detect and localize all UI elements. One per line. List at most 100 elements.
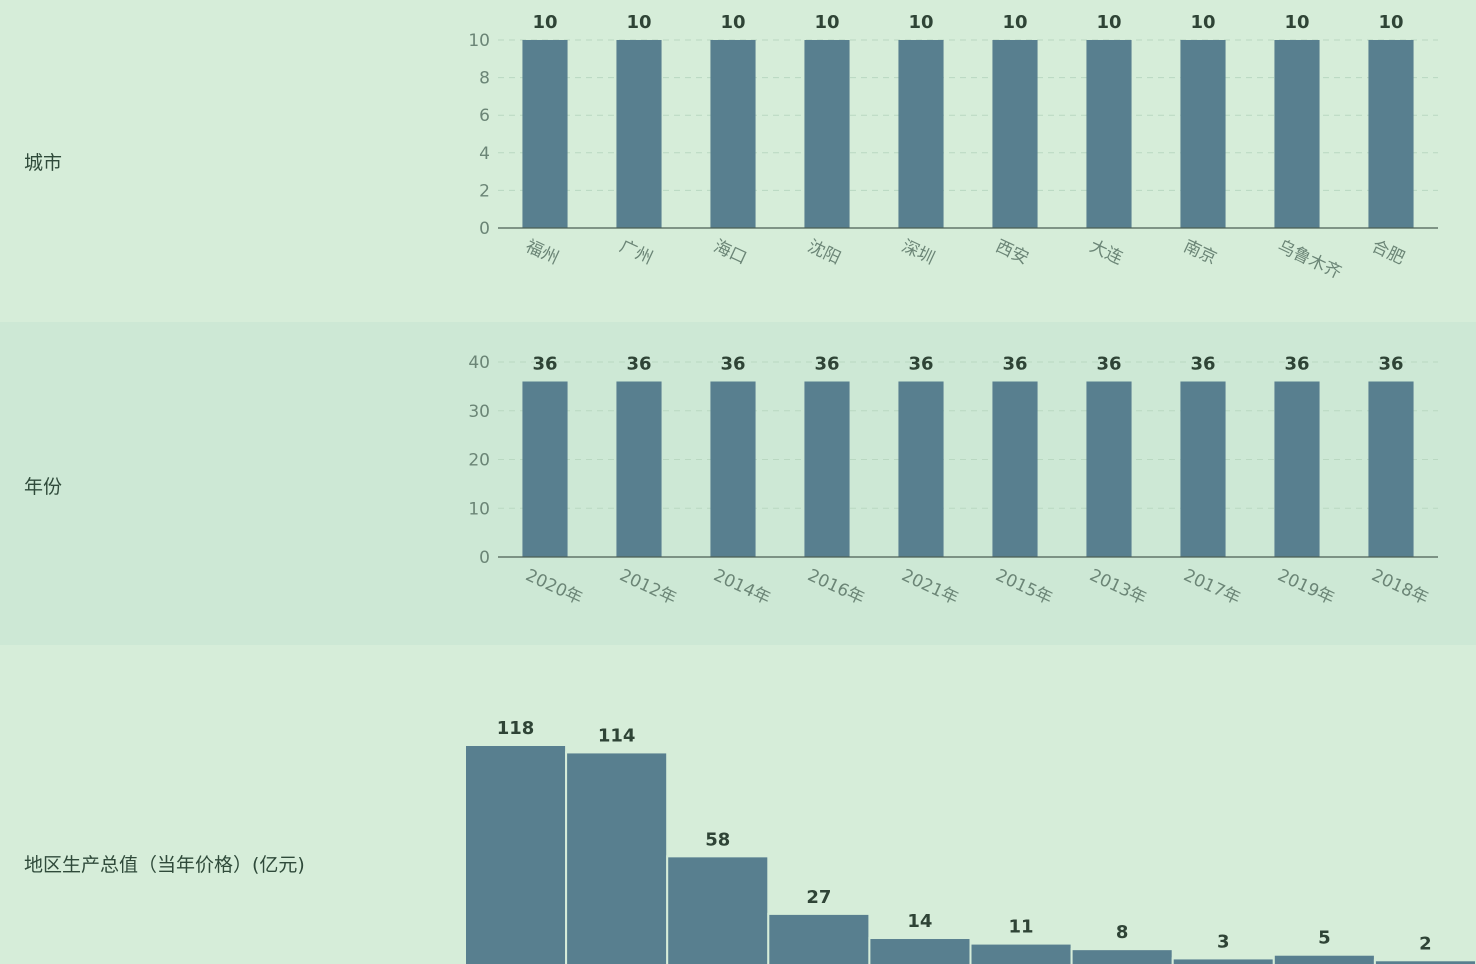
data-label: 58 xyxy=(705,829,730,850)
y-tick-label: 10 xyxy=(468,499,490,519)
bar xyxy=(616,40,662,228)
x-tick-label: 2012年 xyxy=(616,565,679,609)
x-tick-label: 南京 xyxy=(1180,236,1219,268)
data-label: 10 xyxy=(908,12,933,33)
x-tick-label: 2019年 xyxy=(1274,565,1337,609)
y-tick-label: 20 xyxy=(468,451,490,471)
x-tick-label: 2020年 xyxy=(522,565,585,609)
bar xyxy=(898,40,944,228)
bar xyxy=(710,381,756,557)
x-tick-label: 福州 xyxy=(522,236,561,268)
histogram-bar xyxy=(1070,948,1174,964)
data-label: 27 xyxy=(806,887,831,908)
data-label: 36 xyxy=(1284,354,1309,375)
x-tick-label: 沈阳 xyxy=(804,236,843,268)
bar xyxy=(1368,40,1414,228)
bar xyxy=(992,381,1038,557)
data-label: 36 xyxy=(1378,354,1403,375)
row-city: 城市 0 2 4 6 8 10 10 福州 10 广州 10 海口 10 沈阳 10 深圳 10 西安 10 大连 10… xyxy=(0,0,1476,322)
x-tick-label: 西安 xyxy=(992,236,1031,268)
data-label: 10 xyxy=(626,12,651,33)
bar xyxy=(1086,381,1132,557)
bar xyxy=(1180,381,1226,557)
data-label: 36 xyxy=(532,354,557,375)
x-tick-label: 2013年 xyxy=(1086,565,1149,609)
data-label: 118 xyxy=(497,718,535,739)
data-label: 10 xyxy=(814,12,839,33)
histogram-bar xyxy=(666,855,770,964)
data-label: 36 xyxy=(814,354,839,375)
y-tick-label: 0 xyxy=(479,219,490,239)
x-tick-label: 广州 xyxy=(616,236,655,268)
data-label: 36 xyxy=(1002,354,1027,375)
bar xyxy=(898,381,944,557)
histogram-bar xyxy=(1272,953,1376,964)
bar xyxy=(804,381,850,557)
y-tick-label: 2 xyxy=(479,181,490,201)
x-tick-label: 海口 xyxy=(710,236,749,268)
data-label: 36 xyxy=(720,354,745,375)
x-tick-label: 2017年 xyxy=(1180,565,1243,609)
bar xyxy=(992,40,1038,228)
data-label: 8 xyxy=(1116,922,1129,943)
data-label: 36 xyxy=(626,354,651,375)
x-tick-label: 2015年 xyxy=(992,565,1055,609)
bar xyxy=(1274,381,1320,557)
x-tick-label: 乌鲁木齐 xyxy=(1274,236,1344,283)
row-label-city: 城市 xyxy=(24,152,63,174)
data-label: 11 xyxy=(1009,917,1034,938)
data-label: 10 xyxy=(1190,12,1215,33)
bar xyxy=(710,40,756,228)
data-label: 14 xyxy=(907,911,932,932)
y-tick-label: 8 xyxy=(479,69,490,89)
x-tick-label: 大连 xyxy=(1086,236,1125,268)
data-label: 10 xyxy=(1284,12,1309,33)
row-gdp: 地区生产总值（当年价格）(亿元) 118 114 58 27 14 11 8 3 5 2 xyxy=(0,645,1476,964)
x-tick-label: 2016年 xyxy=(804,565,867,609)
y-tick-label: 4 xyxy=(479,144,490,164)
histogram-bar xyxy=(1373,959,1476,964)
histogram-bar xyxy=(565,751,669,964)
data-label: 10 xyxy=(1096,12,1121,33)
histogram-bar xyxy=(868,937,972,964)
x-tick-label: 2014年 xyxy=(710,565,773,609)
row-label-gdp: 地区生产总值（当年价格）(亿元) xyxy=(24,854,305,876)
data-label: 10 xyxy=(532,12,557,33)
y-tick-label: 40 xyxy=(468,353,490,373)
bar xyxy=(1368,381,1414,557)
x-tick-label: 深圳 xyxy=(898,236,937,268)
bar xyxy=(522,40,568,228)
bar xyxy=(616,381,662,557)
data-label: 10 xyxy=(720,12,745,33)
data-label: 2 xyxy=(1419,933,1432,954)
data-label: 10 xyxy=(1378,12,1403,33)
y-tick-label: 0 xyxy=(479,548,490,568)
y-tick-label: 10 xyxy=(468,31,490,51)
data-label: 36 xyxy=(908,354,933,375)
data-label: 3 xyxy=(1217,931,1230,952)
city-bar-chart: 0 2 4 6 8 10 10 福州 10 广州 10 海口 10 沈阳 10 深圳 10 西安 10 大连 10 南京 1… xyxy=(468,12,1438,283)
bar xyxy=(804,40,850,228)
data-label: 114 xyxy=(598,725,636,746)
data-label: 36 xyxy=(1190,354,1215,375)
x-tick-label: 2018年 xyxy=(1368,565,1431,609)
histogram-bar xyxy=(1171,957,1275,964)
y-tick-label: 6 xyxy=(479,106,490,126)
year-bar-chart: 0 10 20 30 40 36 2020年 36 2012年 36 2014年 36 2016年 36 2… xyxy=(468,353,1438,609)
y-tick-label: 30 xyxy=(468,402,490,422)
bar xyxy=(1086,40,1132,228)
bar xyxy=(1274,40,1320,228)
histogram-bar xyxy=(464,744,568,964)
data-label: 5 xyxy=(1318,928,1331,949)
bar xyxy=(1180,40,1226,228)
x-tick-label: 合肥 xyxy=(1368,236,1407,268)
row-label-year: 年份 xyxy=(24,476,63,498)
row-year: 年份 0 10 20 30 40 36 2020年 36 2012年 36 2014年 36 2016年… xyxy=(0,322,1476,645)
x-tick-label: 2021年 xyxy=(898,565,961,609)
data-label: 36 xyxy=(1096,354,1121,375)
histogram-bar xyxy=(969,942,1073,964)
data-label: 10 xyxy=(1002,12,1027,33)
histogram-bar xyxy=(767,912,871,964)
bar xyxy=(522,381,568,557)
